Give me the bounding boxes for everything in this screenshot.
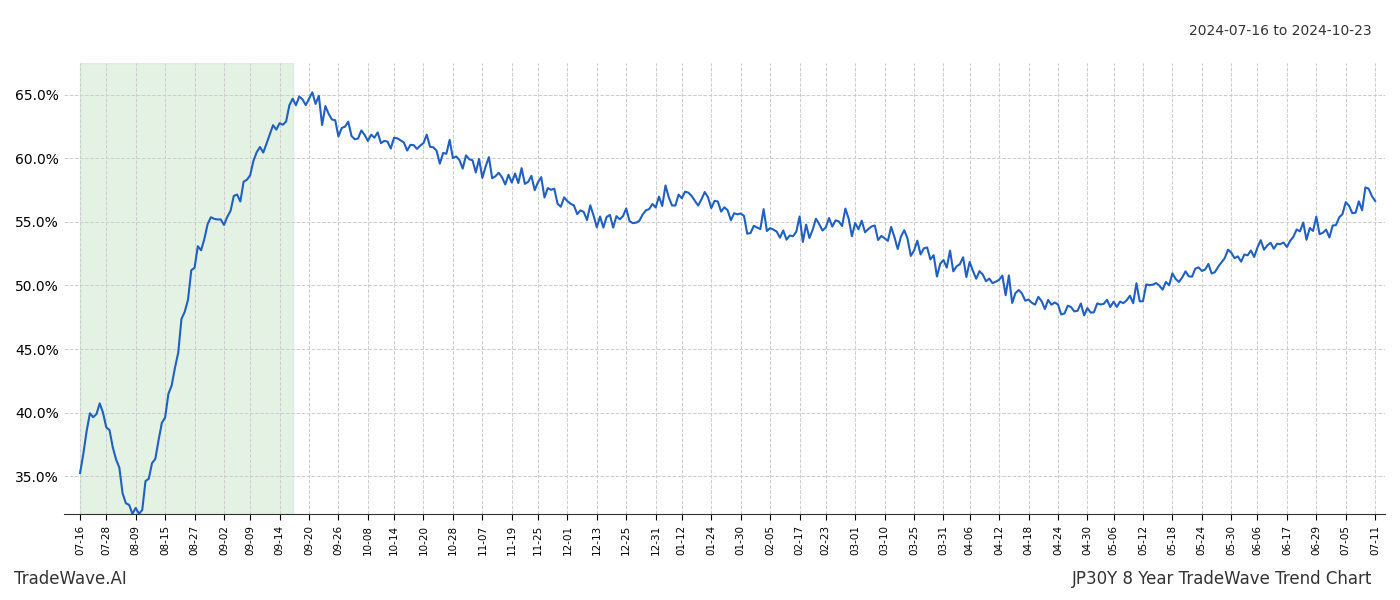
Text: JP30Y 8 Year TradeWave Trend Chart: JP30Y 8 Year TradeWave Trend Chart xyxy=(1071,570,1372,588)
Bar xyxy=(80,63,293,514)
Text: TradeWave.AI: TradeWave.AI xyxy=(14,570,127,588)
Text: 2024-07-16 to 2024-10-23: 2024-07-16 to 2024-10-23 xyxy=(1190,24,1372,38)
